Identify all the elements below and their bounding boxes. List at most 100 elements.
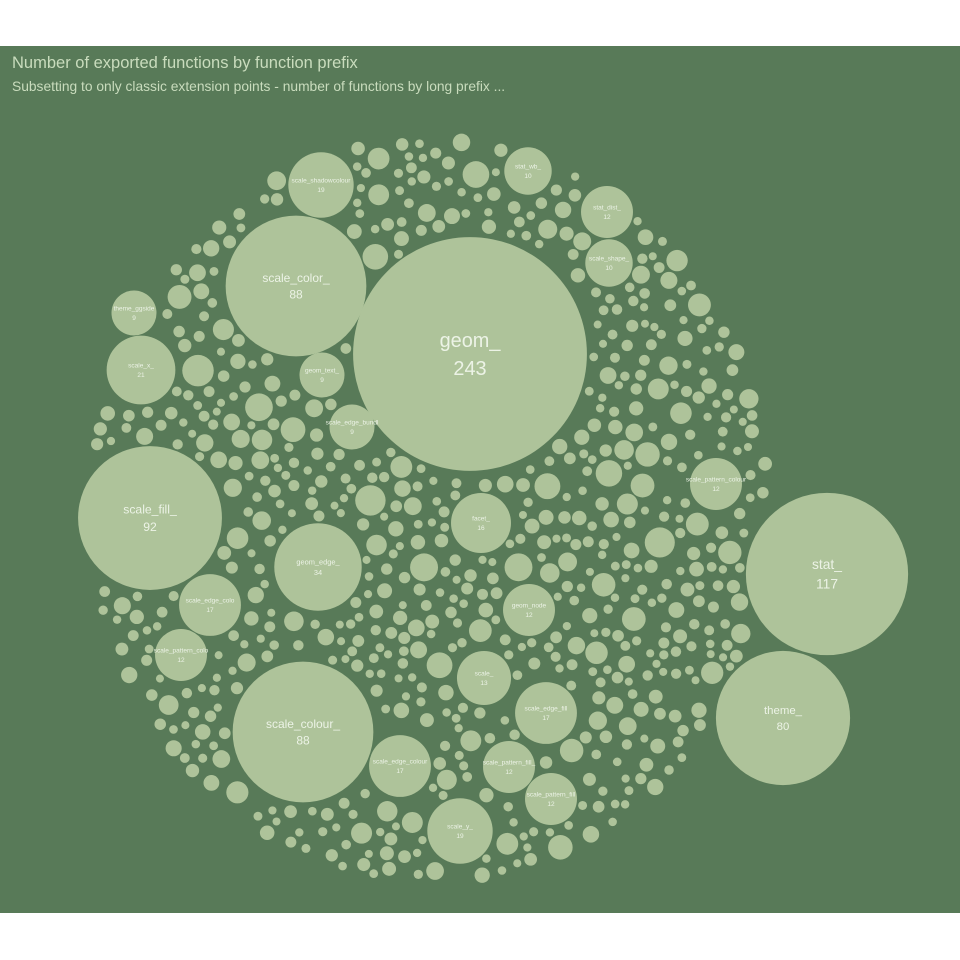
small-bubble [394, 480, 411, 497]
small-bubble [264, 621, 276, 633]
small-bubble [288, 480, 300, 492]
small-bubble [267, 171, 287, 191]
bubble-value: 12 [525, 612, 533, 619]
small-bubble [454, 724, 463, 733]
small-bubble [188, 706, 200, 719]
small-bubble [169, 725, 178, 734]
small-bubble [280, 417, 306, 443]
small-bubble [320, 807, 334, 821]
small-bubble [415, 224, 427, 236]
small-bubble [550, 651, 561, 662]
bubble-scale-shape: scale_shape_ 10 [585, 239, 633, 287]
bubble-label: stat_wb_ [515, 164, 541, 171]
small-bubble [607, 329, 618, 340]
small-bubble [639, 288, 650, 299]
small-bubble [664, 765, 674, 775]
small-bubble [377, 801, 398, 822]
small-bubble [706, 650, 715, 659]
bubble-label: stat_ [812, 557, 842, 572]
small-bubble [662, 496, 672, 505]
small-bubble [746, 410, 758, 421]
small-bubble [381, 217, 395, 231]
small-bubble [745, 470, 756, 481]
small-bubble [516, 478, 530, 492]
small-bubble [707, 601, 719, 613]
small-bubble [685, 512, 709, 536]
small-bubble [369, 604, 384, 619]
small-bubble [718, 540, 742, 565]
small-bubble [217, 546, 232, 560]
small-bubble [548, 835, 573, 860]
small-bubble [228, 630, 239, 641]
small-bubble [650, 738, 666, 754]
bubble-label: geom_edge_ [296, 557, 340, 566]
small-bubble [509, 729, 520, 740]
bubble-label: stat_dist_ [593, 205, 621, 212]
small-bubble [681, 385, 693, 397]
small-bubble [336, 509, 345, 518]
small-bubble [195, 451, 205, 462]
small-bubble [253, 811, 263, 821]
small-bubble [410, 535, 426, 550]
bubble-value: 13 [480, 680, 488, 687]
small-bubble [677, 330, 693, 346]
small-bubble [598, 305, 609, 316]
small-bubble [610, 799, 620, 809]
small-bubble [212, 318, 234, 341]
small-bubble [544, 456, 555, 467]
small-bubble [407, 673, 417, 682]
bubble-label: scale_ [475, 671, 494, 678]
small-bubble [642, 670, 653, 681]
small-bubble [610, 593, 620, 603]
small-bubble [630, 473, 655, 498]
small-bubble [440, 522, 450, 532]
small-bubble [606, 696, 624, 714]
small-bubble [202, 240, 220, 257]
small-bubble [675, 527, 686, 539]
bubble-scale-y: scale_y_ 19 [427, 798, 493, 864]
small-bubble [390, 455, 413, 478]
small-bubble [441, 156, 455, 170]
small-bubble [348, 809, 358, 819]
small-bubble [333, 448, 345, 461]
small-bubble [230, 682, 244, 695]
bubble-mark [745, 492, 909, 656]
small-bubble [705, 542, 717, 553]
small-bubble [212, 673, 221, 682]
small-bubble [526, 211, 536, 220]
bubble-label: scale_fill_ [123, 503, 177, 517]
bubble-mark [232, 661, 374, 803]
small-bubble [346, 224, 362, 239]
small-bubble [381, 704, 391, 714]
small-bubble [545, 828, 555, 837]
small-bubble [457, 702, 469, 713]
small-bubble [699, 367, 708, 376]
small-bubble [673, 629, 688, 644]
small-bubble [193, 283, 210, 300]
small-bubble [310, 619, 320, 630]
small-bubble [340, 343, 352, 354]
small-bubble [623, 542, 640, 559]
small-bubble [677, 753, 687, 763]
small-bubble [340, 473, 351, 484]
small-bubble [637, 584, 648, 595]
small-bubble [537, 535, 552, 550]
small-bubble [170, 264, 182, 276]
small-bubble [630, 383, 642, 395]
small-bubble [589, 352, 599, 362]
small-bubble [454, 750, 464, 760]
small-bubble [562, 533, 572, 543]
small-bubble [588, 711, 607, 730]
bubble-mark [585, 239, 633, 287]
small-bubble [484, 732, 496, 744]
small-bubble [659, 356, 678, 375]
small-bubble [236, 223, 246, 233]
small-bubble [595, 497, 609, 511]
small-bubble [305, 497, 319, 511]
small-bubble [223, 478, 242, 497]
small-bubble [687, 293, 711, 317]
small-bubble [318, 827, 328, 837]
small-bubble [198, 753, 208, 763]
small-bubble [720, 619, 731, 629]
bubble-geom-edge: geom_edge_ 34 [274, 523, 362, 611]
